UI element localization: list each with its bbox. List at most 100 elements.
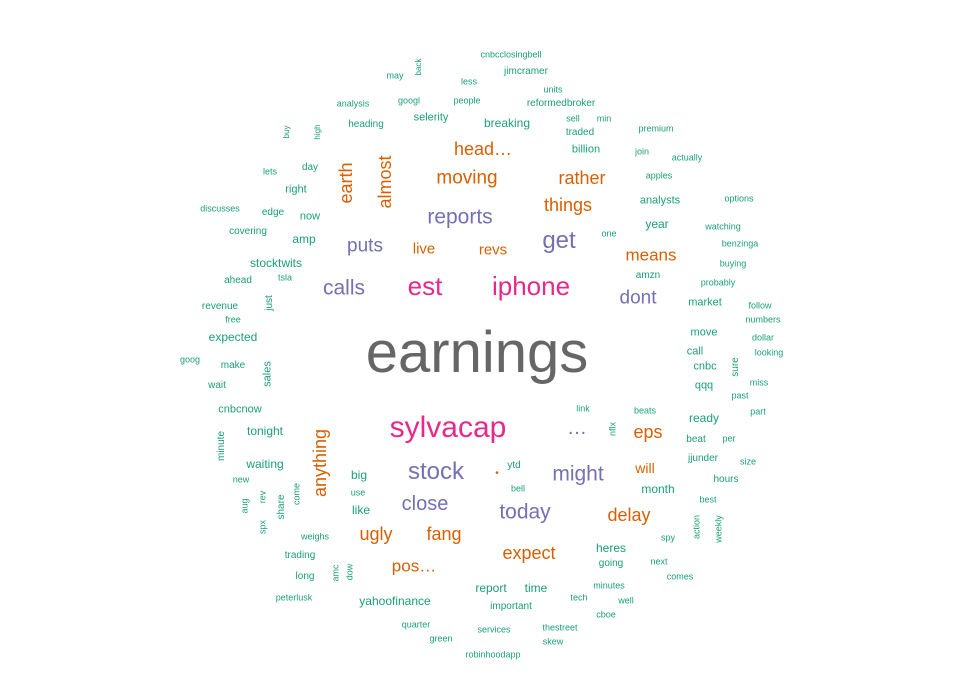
word-important: important	[490, 601, 532, 612]
word-pos: pos…	[391, 556, 437, 576]
word-apples: apples	[645, 170, 673, 181]
word-means: means	[625, 245, 677, 265]
word-expected: expected	[208, 330, 258, 344]
word-jjunder: jjunder	[687, 453, 719, 464]
word-free: free	[225, 314, 241, 325]
word-min: min	[596, 113, 612, 124]
word-buying: buying	[719, 258, 747, 269]
word-share: share	[276, 494, 287, 520]
word-size: size	[739, 456, 757, 467]
word-weekly: weekly	[713, 515, 724, 543]
word-analysis: analysis	[336, 98, 370, 109]
word-sure: sure	[730, 357, 741, 377]
word-edge: edge	[261, 207, 285, 218]
word-today: today	[499, 500, 551, 524]
word-high: high	[313, 124, 322, 140]
word-miss: miss	[749, 377, 769, 388]
word-make: make	[220, 360, 246, 371]
word-link: link	[576, 403, 590, 414]
word-moving: moving	[436, 167, 498, 189]
word-jimcramer: jimcramer	[504, 66, 548, 77]
word-actually: actually	[671, 152, 703, 163]
word-analysts: analysts	[639, 194, 681, 207]
word-nflx: nflx	[607, 421, 618, 437]
word-follow: follow	[748, 300, 772, 311]
word-billion: billion	[571, 143, 601, 156]
word-aug: aug	[239, 498, 250, 514]
word-reformedbroker: reformedbroker	[526, 98, 596, 109]
word-beats: beats	[633, 405, 657, 416]
word-sylvacap: sylvacap	[389, 411, 507, 444]
word-bell: bell	[510, 483, 526, 494]
word-dow: dow	[344, 563, 355, 581]
word-robinhoodapp: robinhoodapp	[465, 649, 521, 660]
word-past: past	[731, 390, 749, 401]
word-might: might	[552, 462, 604, 486]
word-close: close	[401, 493, 449, 515]
word-tech: tech	[570, 592, 588, 603]
word-ytd: ytd	[507, 460, 521, 471]
word-amzn: amzn	[635, 270, 661, 281]
word-will: will	[635, 460, 655, 476]
word-like: like	[351, 503, 371, 517]
word-selerity: selerity	[413, 111, 449, 124]
word-ugly: ugly	[359, 524, 393, 544]
word-head: head…	[453, 139, 513, 159]
word-big: big	[350, 468, 368, 482]
word-day: day	[301, 162, 319, 173]
word-report: report	[475, 581, 507, 595]
word-move: move	[690, 326, 718, 339]
word-buy: buy	[282, 125, 291, 139]
word-iphone: iphone	[491, 271, 571, 301]
word-probably: probably	[700, 277, 736, 288]
word-rev: rev	[257, 490, 268, 504]
word-minute: minute	[216, 430, 227, 462]
word-part: part	[750, 406, 766, 417]
word-waiting: waiting	[246, 457, 284, 471]
word-get: get	[542, 227, 576, 254]
word-looking: looking	[754, 347, 784, 358]
word-expect: expect	[502, 543, 556, 563]
word-reports: reports	[427, 205, 493, 229]
word-beat: beat	[686, 434, 706, 445]
word-est: est	[407, 271, 443, 301]
word-new: new	[232, 474, 250, 485]
word-cnbcclosingbell: cnbcclosingbell	[480, 49, 542, 60]
word-year: year	[645, 217, 669, 231]
word-heading: heading	[348, 119, 384, 130]
word-hours: hours	[713, 474, 739, 485]
word-discusses: discusses	[200, 203, 240, 214]
word-peterlusk: peterlusk	[275, 592, 313, 603]
word-cnbc: cnbc	[693, 360, 717, 373]
word-amc: amc	[330, 564, 341, 582]
word-one: one	[601, 228, 617, 239]
word-going: going	[598, 558, 624, 569]
word-right: right	[285, 183, 307, 196]
word-delay: delay	[607, 505, 651, 525]
word-dont: dont	[619, 287, 657, 309]
word-rather: rather	[558, 168, 606, 188]
word-spx: spx	[257, 519, 268, 535]
word-revenue: revenue	[201, 301, 239, 312]
word-long: long	[295, 571, 315, 582]
word-yahoofinance: yahoofinance	[359, 594, 431, 608]
word-eps: eps	[633, 422, 663, 442]
word-best: best	[699, 494, 717, 505]
word-goog: goog	[179, 354, 201, 365]
word-come: come	[291, 482, 302, 506]
word-ellipsis: …	[567, 417, 587, 439]
word-options: options	[724, 193, 754, 204]
word-action: action	[691, 514, 702, 540]
word-just: just	[264, 295, 275, 311]
word-quarter: quarter	[401, 619, 431, 630]
word-watching: watching	[705, 221, 741, 232]
word-people: people	[453, 95, 481, 106]
word-less: less	[460, 76, 478, 87]
word-use: use	[350, 487, 366, 498]
word-trading: trading	[284, 550, 316, 561]
word-heres: heres	[595, 541, 627, 555]
word-well: well	[618, 595, 634, 606]
word-back: back	[414, 58, 423, 76]
word-revs: revs	[478, 241, 508, 259]
